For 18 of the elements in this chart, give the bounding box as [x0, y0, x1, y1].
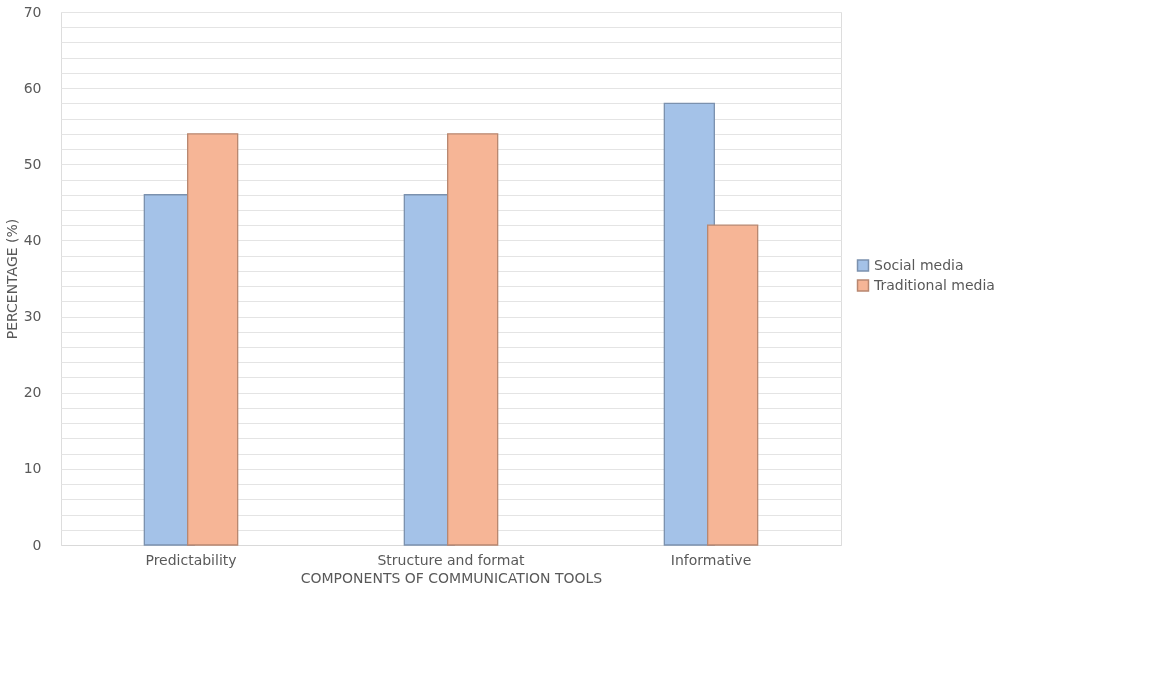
- bar: [447, 133, 499, 546]
- legend-label: Traditional media: [873, 276, 995, 293]
- x-tick-label: Informative: [670, 551, 752, 568]
- y-tick-label: 20: [23, 384, 42, 401]
- y-tick-label: 60: [23, 79, 42, 96]
- y-tick-label: 50: [23, 155, 42, 172]
- x-axis-title: COMPONENTS OF COMMUNICATION TOOLS: [300, 569, 603, 586]
- bar: [707, 224, 759, 546]
- y-tick-label: 10: [23, 460, 42, 477]
- y-tick-label: 70: [23, 3, 42, 20]
- y-axis-title: PERCENTAGE (%): [3, 218, 20, 340]
- x-tick-label: Structure and format: [377, 551, 526, 568]
- y-tick-label: 40: [23, 231, 42, 248]
- y-tick-label: 30: [23, 308, 42, 325]
- y-tick-label: 0: [32, 536, 42, 553]
- bar: [187, 133, 239, 546]
- legend-label: Social media: [874, 256, 964, 273]
- x-tick-label: Predictability: [145, 551, 237, 568]
